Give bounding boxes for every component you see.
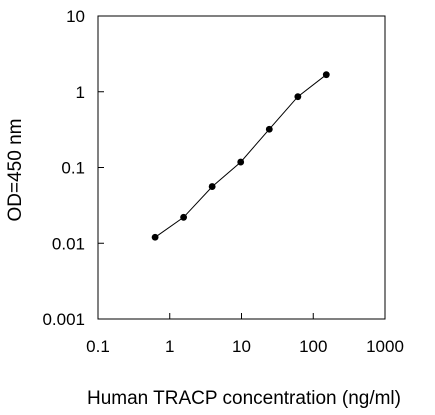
data-point [322,71,330,79]
x-tick-label: 1 [165,337,174,356]
y-tick-label: 0.01 [52,234,85,253]
y-tick-label: 0.001 [42,310,85,329]
data-point [180,213,188,221]
x-tick-label: 100 [299,337,327,356]
y-tick-label: 1 [76,83,85,102]
y-axis-title: OD=450 nm [5,119,26,222]
data-point [237,158,245,166]
series-line [154,74,327,238]
data-point [265,125,273,133]
series-layer [151,71,330,241]
x-axis-ticks: 0.1 1 10 100 1000 [86,313,404,356]
data-point [208,183,216,190]
x-axis-title: Human TRACP concentration (ng/ml) [87,388,401,409]
x-tick-label: 1000 [366,337,404,356]
x-tick-label: 0.1 [86,337,110,356]
y-tick-label: 0.1 [61,159,85,178]
data-point [294,93,302,101]
x-tick-label: 10 [232,337,251,356]
y-axis-ticks: 0.001 0.01 0.1 1 10 [42,7,104,329]
data-point [151,233,159,241]
y-tick-label: 10 [66,7,85,26]
plot-frame [97,15,386,320]
